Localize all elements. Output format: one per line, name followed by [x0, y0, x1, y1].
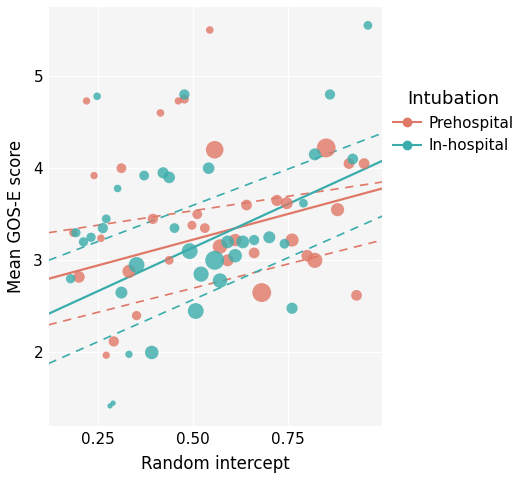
Point — [210, 146, 219, 154]
Point — [159, 169, 167, 177]
Point — [69, 229, 78, 237]
Point — [192, 307, 200, 315]
Point — [299, 199, 307, 207]
Point — [106, 402, 114, 410]
Point — [288, 304, 296, 312]
Point — [348, 155, 357, 163]
Point — [238, 238, 247, 246]
Point — [132, 261, 141, 269]
Point — [99, 224, 107, 232]
Point — [197, 270, 205, 278]
Point — [224, 256, 232, 264]
Point — [322, 144, 330, 152]
Point — [185, 247, 194, 255]
Point — [93, 93, 101, 100]
Point — [204, 164, 213, 172]
Point — [125, 267, 133, 275]
Point — [180, 91, 189, 98]
Point — [352, 291, 361, 299]
Point — [272, 197, 281, 204]
Point — [326, 91, 334, 98]
Point — [364, 22, 372, 29]
Point — [97, 234, 105, 242]
Point — [193, 210, 201, 218]
Point — [109, 399, 117, 407]
Point — [148, 348, 156, 356]
Point — [79, 238, 88, 246]
Point — [90, 172, 98, 180]
Point — [242, 201, 251, 209]
Point — [156, 109, 165, 117]
Point — [210, 256, 219, 264]
Point — [201, 224, 209, 232]
Point — [187, 221, 196, 229]
Point — [345, 160, 353, 168]
Point — [333, 206, 342, 214]
Legend: Prehospital, In-hospital: Prehospital, In-hospital — [393, 90, 513, 153]
Point — [205, 26, 214, 34]
Point — [117, 164, 126, 172]
Point — [140, 172, 148, 180]
Point — [170, 224, 179, 232]
Point — [265, 233, 273, 241]
Point — [311, 151, 319, 158]
Point — [113, 185, 122, 192]
X-axis label: Random intercept: Random intercept — [141, 455, 290, 473]
Point — [258, 289, 266, 297]
Point — [102, 351, 110, 359]
Point — [165, 174, 174, 181]
Point — [165, 256, 174, 264]
Y-axis label: Mean GOS-E score: Mean GOS-E score — [7, 140, 25, 293]
Point — [125, 350, 133, 358]
Point — [216, 243, 224, 251]
Point — [132, 312, 141, 320]
Point — [250, 249, 259, 257]
Point — [102, 215, 110, 223]
Point — [231, 236, 239, 244]
Point — [87, 233, 95, 241]
Point — [180, 95, 189, 103]
Point — [174, 97, 183, 105]
Point — [280, 240, 289, 248]
Point — [288, 236, 296, 244]
Point — [66, 275, 75, 283]
Point — [224, 238, 232, 246]
Point — [82, 97, 91, 105]
Point — [311, 256, 319, 264]
Point — [231, 252, 239, 260]
Point — [75, 273, 83, 281]
Point — [109, 337, 118, 345]
Point — [250, 236, 259, 244]
Point — [360, 160, 369, 168]
Point — [303, 252, 312, 260]
Point — [282, 199, 291, 207]
Point — [117, 289, 126, 297]
Point — [149, 215, 157, 223]
Point — [72, 229, 80, 237]
Point — [216, 277, 224, 285]
